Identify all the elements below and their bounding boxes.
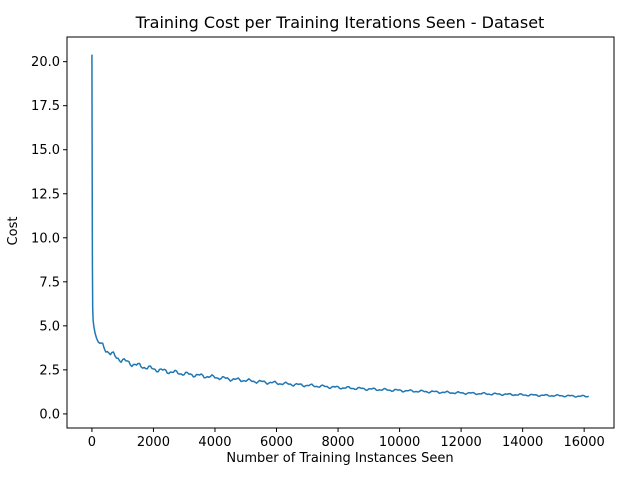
- x-tick-label: 4000: [198, 435, 231, 450]
- x-tick-label: 8000: [321, 435, 354, 450]
- plot-area: 0 2000 4000 6000 8000 10000 12000 14000 16000 0.0…: [31, 36, 615, 450]
- plot-frame: [66, 36, 615, 429]
- y-tick-label: 10.0: [31, 231, 60, 246]
- y-tick-label: 0.0: [39, 407, 60, 422]
- y-tick-label: 15.0: [31, 143, 60, 158]
- x-tick-label: 10000: [379, 435, 420, 450]
- y-tick-label: 2.5: [39, 363, 60, 378]
- x-tick-label: 0: [88, 435, 96, 450]
- y-tick-label: 5.0: [39, 319, 60, 334]
- x-tick-label: 6000: [260, 435, 293, 450]
- x-tick-label: 12000: [440, 435, 481, 450]
- y-tick-label: 7.5: [39, 275, 60, 290]
- y-axis-label: Cost: [6, 217, 21, 246]
- y-tick-label: 20.0: [31, 55, 60, 70]
- x-tick-label: 16000: [563, 435, 604, 450]
- x-tick-label: 14000: [502, 435, 543, 450]
- y-tick-label: 17.5: [31, 99, 60, 114]
- series-line-cost: [91, 54, 589, 398]
- chart-title: Training Cost per Training Iterations Se…: [135, 13, 545, 32]
- x-axis-label: Number of Training Instances Seen: [226, 451, 453, 466]
- x-tick-label: 2000: [137, 435, 170, 450]
- y-tick-label: 12.5: [31, 187, 60, 202]
